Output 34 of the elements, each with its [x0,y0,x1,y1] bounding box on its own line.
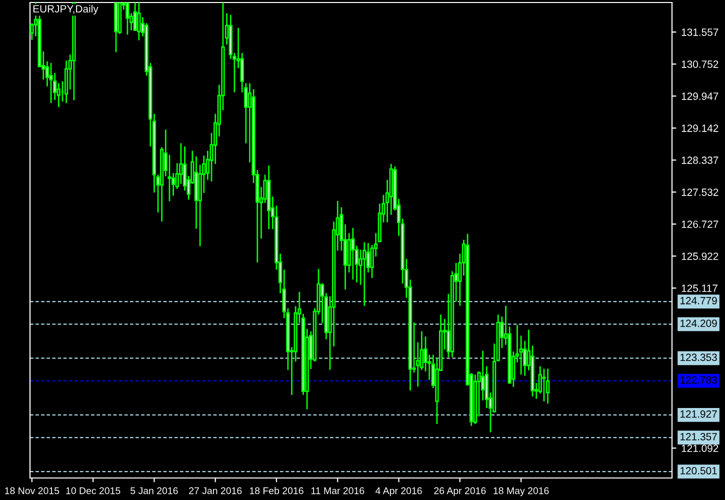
x-tick-label: 4 Apr 2016 [375,487,422,496]
y-tick-label: 126.727 [682,220,718,228]
y-tick-label: 121.092 [682,444,718,452]
y-tick-label: 128.337 [682,156,718,164]
candlestick [546,368,550,404]
y-tick-label: 125.117 [682,284,718,292]
y-tick-label: 131.557 [682,28,718,36]
candlestick [49,62,53,104]
x-tick-label: 27 Jan 2016 [189,487,242,494]
ref-line-label: 120.501 [680,467,717,474]
x-tick-label: 18 Feb 2016 [250,487,304,494]
ref-line-label: 124.209 [680,320,717,327]
x-tick-label: 10 Dec 2015 [66,487,120,494]
x-tick-label: 26 Apr 2016 [434,487,486,496]
chart-title: EURJPY,Daily [33,4,98,15]
y-tick-label: 130.752 [682,60,718,68]
candlestick [542,368,546,402]
ref-line-label: 121.927 [680,410,717,418]
y-tick-label: 129.142 [682,124,718,132]
x-tick-label: 18 Nov 2015 [5,487,60,494]
y-tick-label: 125.922 [682,252,718,260]
y-tick-label: 127.532 [682,188,718,196]
candlestick [362,242,366,307]
ref-line-label: 121.357 [680,432,717,440]
candlestick [168,154,172,202]
x-tick-label: 18 May 2016 [494,487,549,496]
x-tick-label: 11 Mar 2016 [311,487,364,494]
candlestick [137,2,141,41]
ref-line-label: 124.779 [680,296,717,304]
y-tick-label: 129.947 [682,92,718,100]
x-tick-label: 5 Jan 2016 [130,487,178,494]
candlestick [351,227,355,280]
ref-line-label: 123.353 [680,354,717,362]
ref-line-label: 122.783 [680,376,717,384]
